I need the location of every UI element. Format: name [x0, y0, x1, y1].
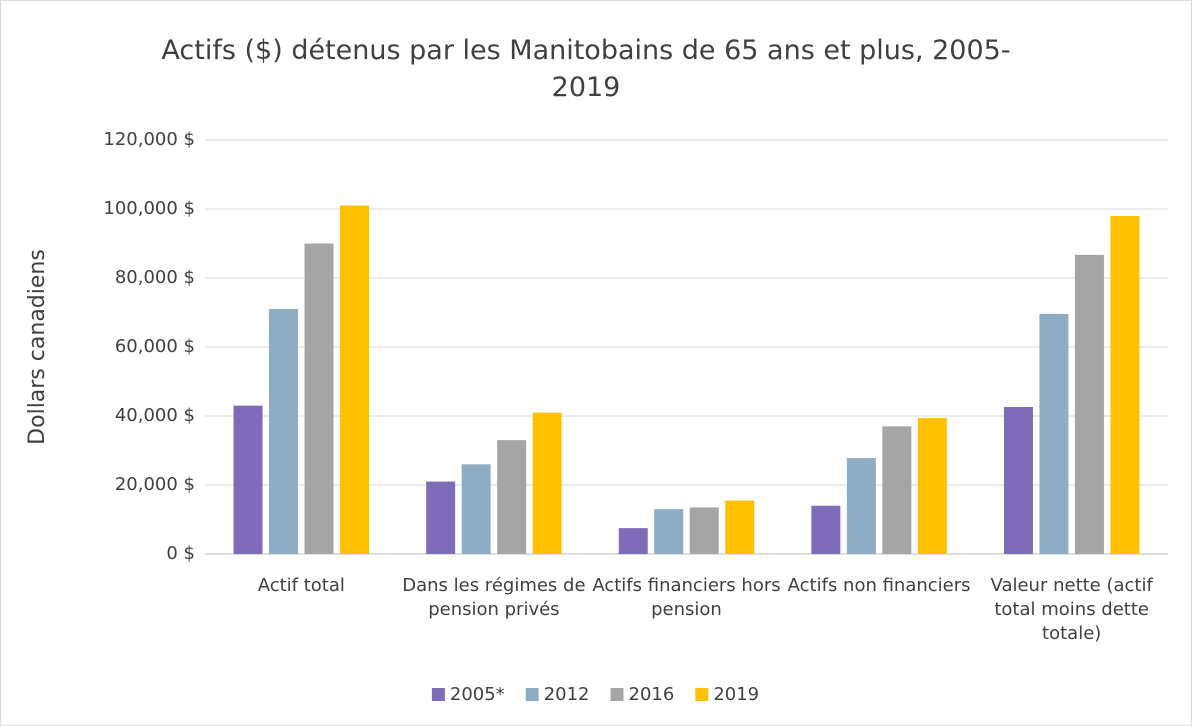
bar [654, 509, 684, 554]
bar [340, 205, 370, 555]
bar [426, 481, 456, 554]
legend-swatch [610, 688, 624, 701]
bar [846, 458, 876, 554]
bar [1074, 254, 1104, 554]
bar [1039, 313, 1069, 554]
bar [917, 418, 947, 554]
bar [811, 505, 841, 554]
y-tick-label: 60,000 $ [115, 336, 195, 357]
y-axis-label: Dollars canadiens [25, 249, 50, 445]
legend-label: 2016 [629, 684, 675, 705]
bar [1110, 215, 1140, 554]
bar [882, 426, 912, 554]
bar [689, 507, 719, 554]
x-tick-label: Actifs financiers hors pension [592, 575, 781, 620]
chart-title: Actifs ($) détenus par les Manitobains d… [161, 35, 1011, 103]
legend-label: 2012 [544, 684, 590, 705]
legend-swatch [695, 688, 709, 701]
y-tick-label: 120,000 $ [103, 129, 195, 150]
bar [1003, 407, 1033, 554]
y-tick-label: 100,000 $ [103, 198, 195, 219]
x-tick-label: Dans les régimes de pension privés [402, 575, 586, 620]
x-tick-label: Actifs non financiers [787, 575, 971, 596]
legend-swatch [525, 688, 539, 701]
y-tick-label: 20,000 $ [115, 474, 195, 495]
x-tick-label: Valeur nette (actif total moins dette to… [990, 575, 1153, 644]
bar [461, 464, 491, 554]
bar [618, 528, 648, 554]
x-tick-label: Actif total [257, 575, 345, 596]
bar [497, 440, 527, 554]
bar [532, 412, 562, 554]
legend-swatch [431, 688, 445, 701]
bar [304, 243, 334, 554]
y-tick-label: 0 $ [166, 543, 195, 564]
y-tick-label: 40,000 $ [115, 405, 195, 426]
bar [725, 500, 755, 554]
legend-label: 2005* [450, 684, 505, 705]
y-tick-label: 80,000 $ [115, 267, 195, 288]
bar [233, 405, 263, 554]
legend-label: 2019 [713, 684, 759, 705]
bar [269, 309, 299, 554]
